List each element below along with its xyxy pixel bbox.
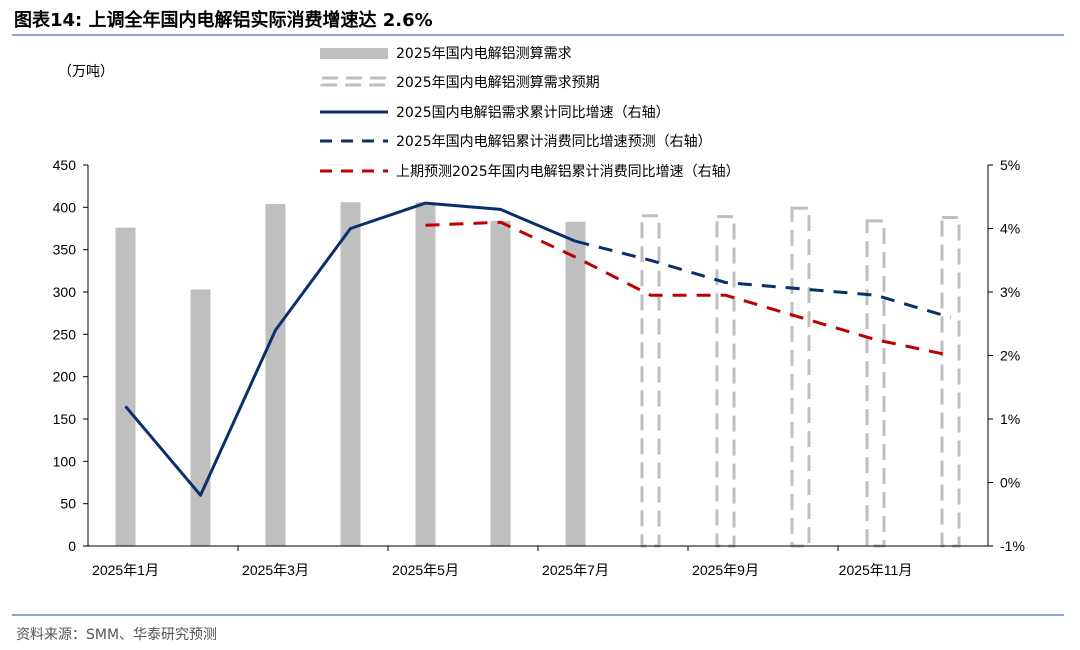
bar-demand-5 bbox=[415, 202, 436, 546]
bar-demand-1 bbox=[115, 227, 136, 547]
legend-entry-demand-forecast: 2025年国内电解铝测算需求预期 bbox=[320, 75, 600, 91]
legend-entry-growth-forecast: 2025年国内电解铝累计消费同比增速预测（右轴） bbox=[320, 134, 712, 150]
bar-demand-forecast-9 bbox=[715, 215, 736, 548]
line-series-5 bbox=[425, 220, 951, 357]
legend-entry-demand: 2025年国内电解铝测算需求 bbox=[320, 46, 572, 62]
line-series-3 bbox=[124, 201, 577, 497]
x-tick-label: 2025年7月 bbox=[542, 562, 609, 578]
right-tick-label: 5% bbox=[1000, 157, 1020, 173]
bar-demand-forecast-11 bbox=[865, 219, 886, 548]
left-tick-label: 350 bbox=[53, 242, 77, 258]
bar-demand-2 bbox=[190, 289, 211, 546]
left-tick-label: 100 bbox=[53, 453, 77, 469]
legend-entry-growth: 2025国内电解铝需求累计同比增速（右轴） bbox=[320, 105, 670, 121]
left-tick-label: 250 bbox=[53, 326, 77, 342]
left-tick-label: 50 bbox=[60, 496, 76, 512]
line-series-4 bbox=[575, 239, 951, 319]
legend-swatch-demand-forecast bbox=[320, 76, 388, 87]
legend-entry-previous-forecast: 上期预测2025年国内电解铝累计消费同比增速（右轴） bbox=[320, 164, 740, 180]
legend-label-growth: 2025国内电解铝需求累计同比增速（右轴） bbox=[396, 105, 670, 121]
left-tick-label: 400 bbox=[53, 199, 77, 215]
bar-demand-3 bbox=[265, 203, 286, 547]
plot-area: 0 50 100 150 200 250 300 350 400 450 -1% 0% 1% 2% 3% 4%… bbox=[53, 157, 1025, 578]
legend-swatch-demand bbox=[320, 48, 388, 59]
chart-svg: 2025年国内电解铝测算需求 2025年国内电解铝测算需求预期 2025国内电解… bbox=[53, 46, 1025, 578]
bar-demand-forecast-10 bbox=[790, 206, 811, 548]
bar-demand-forecast-8 bbox=[640, 214, 661, 548]
right-tick-label: 4% bbox=[1000, 221, 1020, 237]
title-divider bbox=[12, 34, 1064, 36]
bar-demand-7 bbox=[565, 221, 586, 546]
right-tick-label: 3% bbox=[1000, 284, 1020, 300]
legend-label-growth-forecast: 2025年国内电解铝累计消费同比增速预测（右轴） bbox=[396, 134, 712, 150]
x-tick-label: 2025年3月 bbox=[242, 562, 309, 578]
left-axis-unit: （万吨） bbox=[58, 64, 114, 80]
right-tick-label: -1% bbox=[1000, 538, 1025, 554]
legend-label-demand: 2025年国内电解铝测算需求 bbox=[396, 46, 572, 62]
source-note: 资料来源：SMM、华泰研究预测 bbox=[16, 627, 218, 643]
x-tick-label: 2025年5月 bbox=[392, 562, 459, 578]
footer-divider bbox=[12, 614, 1064, 616]
right-tick-label: 1% bbox=[1000, 411, 1020, 427]
x-tick-label: 2025年1月 bbox=[92, 562, 159, 578]
chart-title: 图表14: 上调全年国内电解铝实际消费增速达 2.6% bbox=[14, 10, 433, 31]
x-tick-label: 2025年11月 bbox=[839, 562, 913, 578]
left-tick-label: 200 bbox=[53, 369, 77, 385]
legend-label-demand-forecast: 2025年国内电解铝测算需求预期 bbox=[396, 75, 600, 91]
left-tick-label: 150 bbox=[53, 411, 77, 427]
right-tick-label: 2% bbox=[1000, 348, 1020, 364]
bar-demand-forecast-12 bbox=[940, 215, 961, 548]
left-tick-label: 300 bbox=[53, 284, 77, 300]
bar-demand-6 bbox=[490, 220, 511, 546]
x-tick-label: 2025年9月 bbox=[692, 562, 759, 578]
legend-label-previous-forecast: 上期预测2025年国内电解铝累计消费同比增速（右轴） bbox=[396, 164, 740, 180]
left-tick-label: 450 bbox=[53, 157, 77, 173]
legend: 2025年国内电解铝测算需求 2025年国内电解铝测算需求预期 2025国内电解… bbox=[320, 46, 740, 180]
right-tick-label: 0% bbox=[1000, 475, 1020, 491]
bar-demand-4 bbox=[340, 202, 361, 546]
left-tick-label: 0 bbox=[68, 538, 76, 554]
